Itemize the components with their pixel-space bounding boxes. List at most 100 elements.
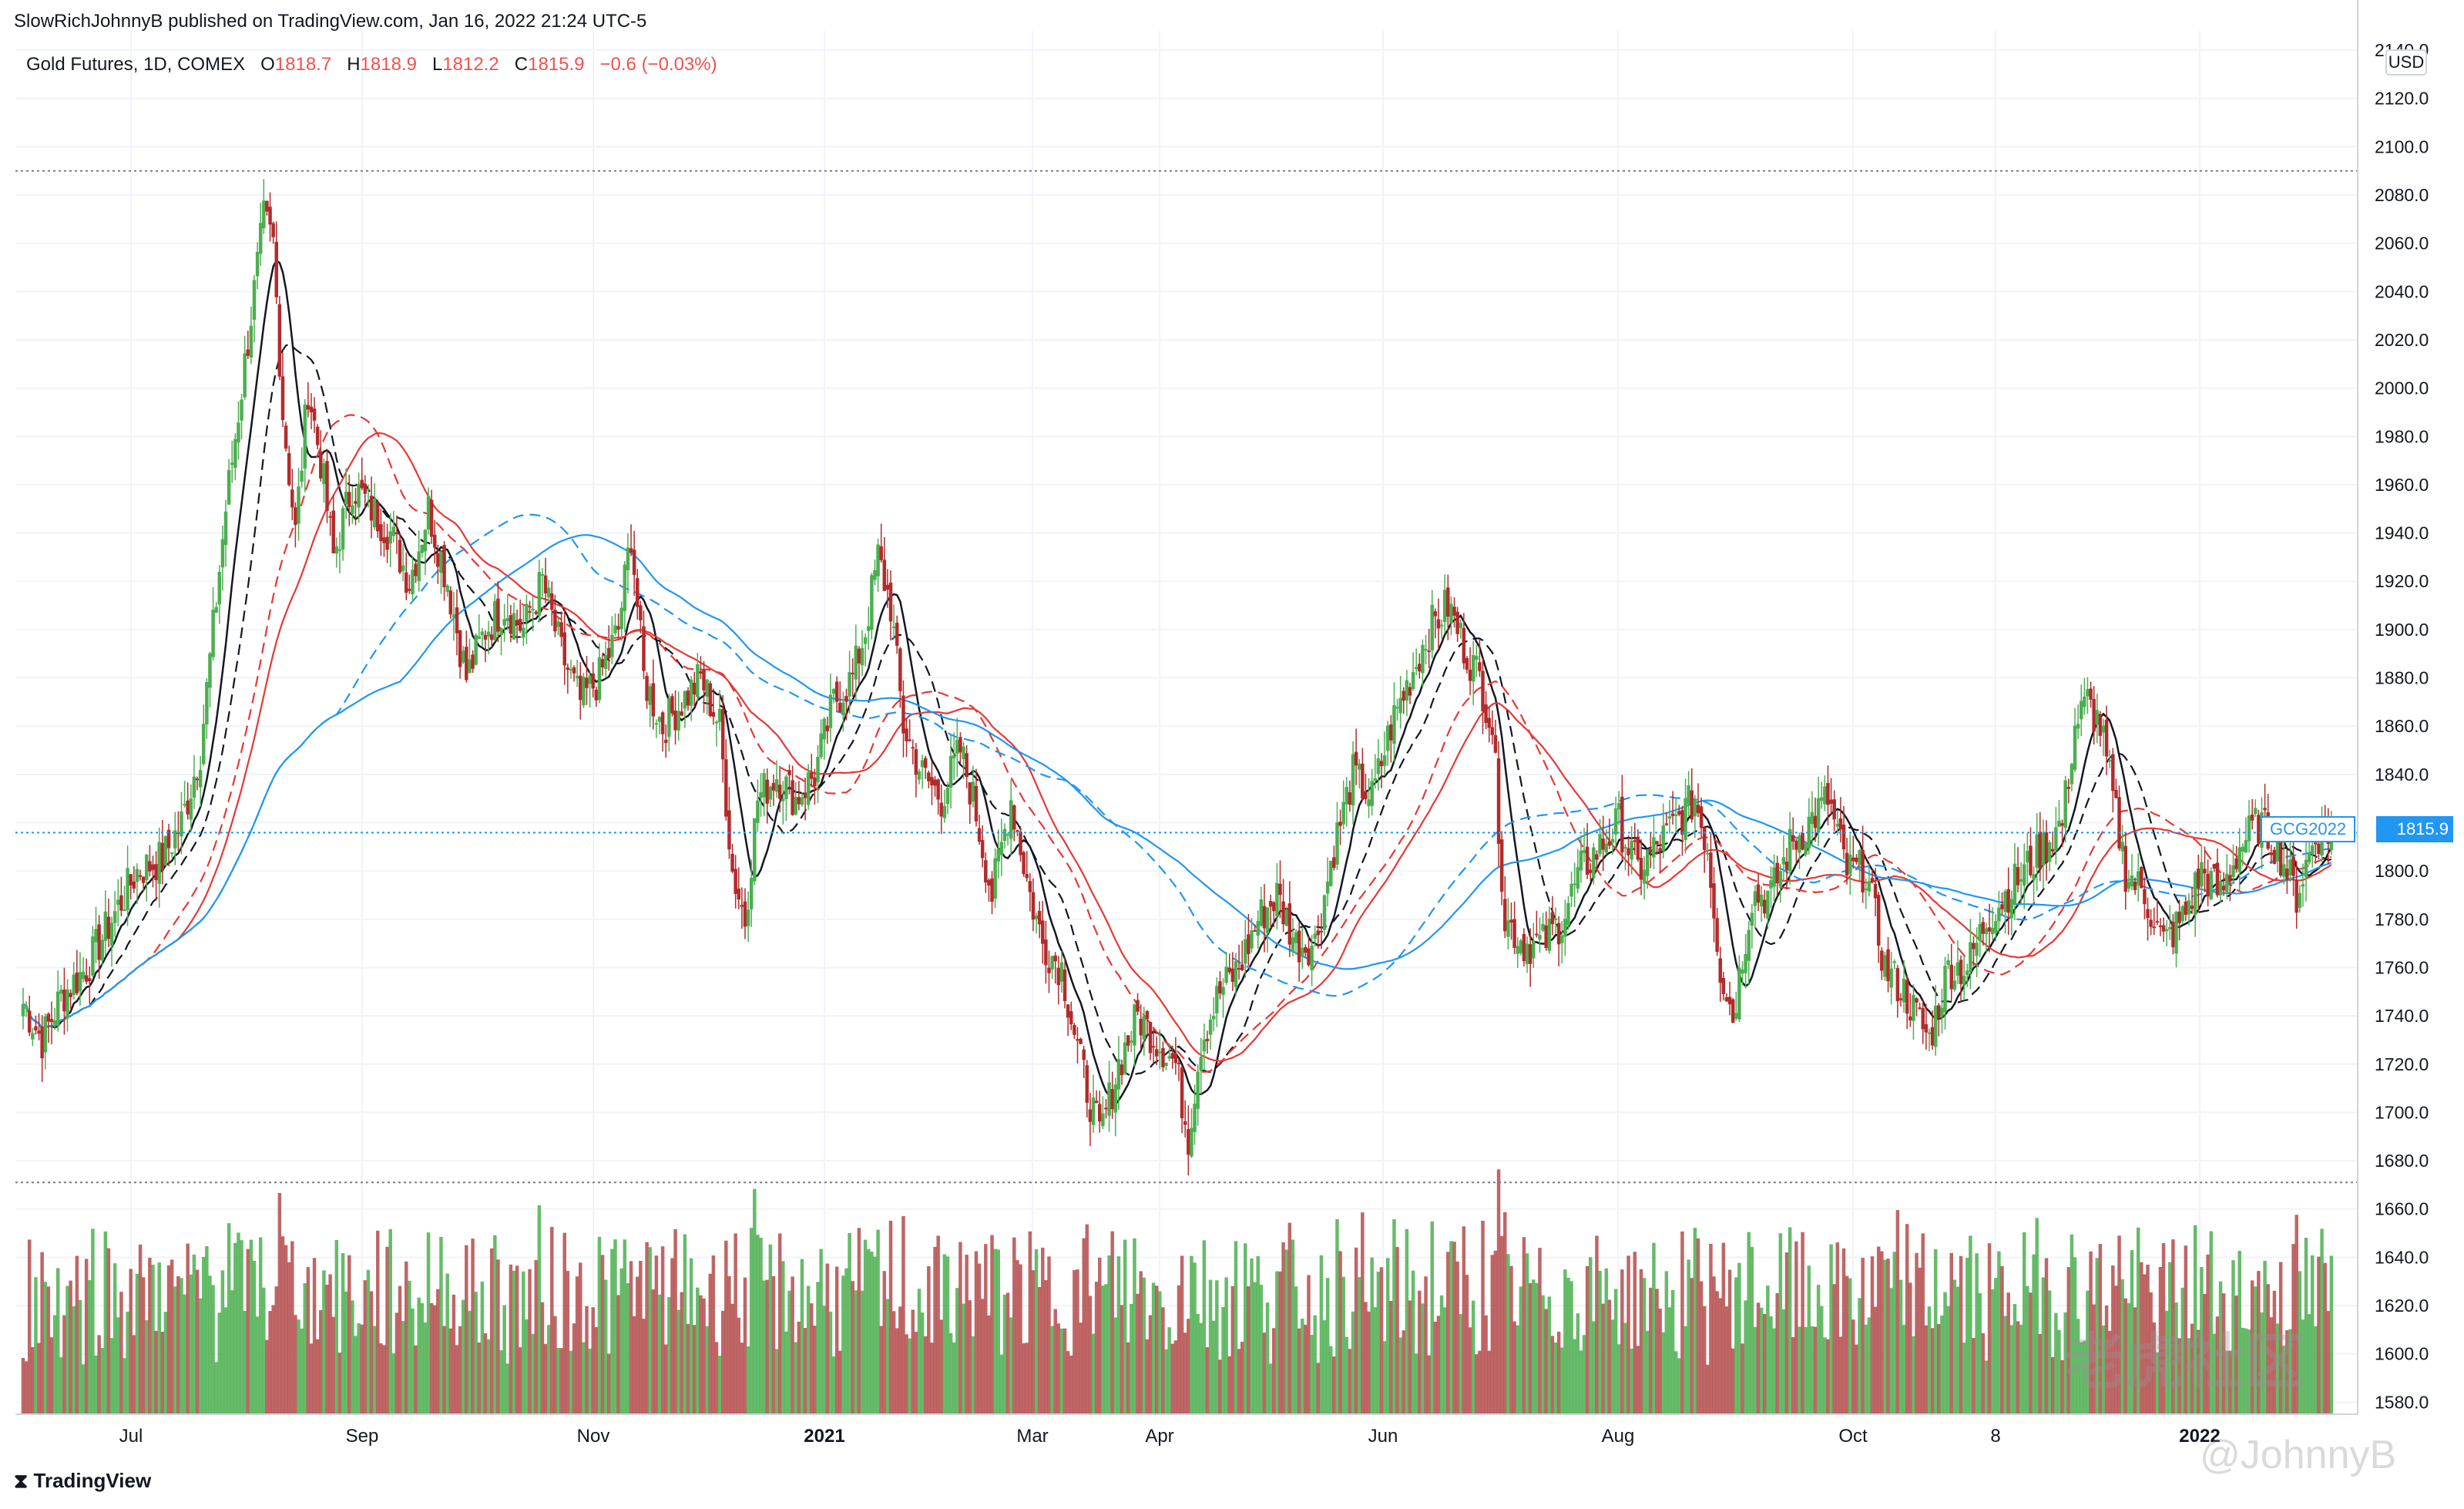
candle-body: [2107, 760, 2112, 762]
candle-body: [40, 1027, 44, 1059]
volume-bar: [81, 1364, 86, 1414]
volume-bar: [540, 1302, 545, 1414]
volume-bar: [442, 1326, 446, 1414]
volume-bar: [828, 1311, 833, 1414]
candle-body: [2298, 892, 2302, 909]
volume-bar: [217, 1312, 222, 1414]
candle-body: [1649, 849, 1653, 852]
candle-body: [474, 634, 478, 665]
volume-bar: [1905, 1224, 1909, 1414]
candle-body: [1405, 680, 1409, 701]
y-tick-label: 2000.0: [2375, 378, 2429, 398]
volume-bar: [489, 1248, 494, 1414]
volume-bar: [1082, 1238, 1086, 1414]
high-value: 1818.9: [360, 54, 417, 75]
candle-body: [180, 811, 183, 837]
candle-body: [1357, 764, 1361, 770]
candle-body: [1073, 1024, 1076, 1035]
volume-bar: [1855, 1344, 1858, 1414]
volume-bar: [414, 1345, 418, 1414]
volume-bar: [1661, 1332, 1666, 1414]
candle-body: [2197, 869, 2200, 889]
candle-body: [794, 797, 797, 815]
candle-body: [1550, 912, 1555, 925]
candle-body: [971, 781, 975, 802]
volume-bar: [119, 1292, 123, 1414]
y-tick-label: 1860.0: [2375, 716, 2429, 736]
volume-bar: [1291, 1239, 1295, 1414]
volume-bar: [2130, 1250, 2134, 1414]
candle-body: [1851, 857, 1855, 862]
candle-body: [1962, 976, 1966, 985]
y-tick-label: 2040.0: [2375, 281, 2429, 301]
candle-body: [2250, 814, 2254, 821]
volume-bar: [1424, 1276, 1428, 1414]
candle-body: [37, 1030, 41, 1034]
candle-body: [1322, 895, 1327, 930]
candle-body: [819, 733, 823, 758]
volume-bar: [277, 1192, 282, 1414]
candle-body: [1079, 1038, 1083, 1044]
volume-bar: [1994, 1278, 1998, 1414]
volume-bar: [863, 1239, 868, 1414]
volume-bar: [315, 1339, 320, 1414]
volume-bar: [1696, 1238, 1700, 1414]
candle-body: [774, 779, 779, 792]
candle-body: [1965, 970, 1969, 975]
candle-body: [1706, 852, 1710, 855]
candle-body: [217, 572, 222, 605]
volume-bar: [2006, 1292, 2010, 1414]
volume-bar: [230, 1290, 234, 1414]
candle-body: [170, 852, 174, 854]
candle-body: [496, 598, 500, 632]
volume-bar: [1826, 1339, 1830, 1414]
candle-body: [797, 797, 801, 805]
candle-body: [591, 673, 595, 689]
candle-body: [1876, 895, 1881, 946]
candle-body: [1763, 899, 1767, 914]
candle-body: [1724, 996, 1729, 1002]
candle-body: [1123, 1042, 1127, 1074]
volume-bar: [822, 1306, 826, 1414]
volume-bar: [619, 1268, 623, 1414]
volume-bar: [486, 1339, 491, 1414]
candle-body: [163, 836, 168, 865]
currency-button[interactable]: USD: [2385, 49, 2427, 76]
volume-bar: [1259, 1285, 1264, 1414]
volume-bar: [1475, 1354, 1479, 1414]
volume-bar: [1528, 1282, 1532, 1414]
volume-bar: [948, 1333, 953, 1414]
volume-bar: [1382, 1341, 1387, 1414]
tradingview-brand: TradingView: [33, 1469, 152, 1492]
volume-bar: [1937, 1324, 1941, 1414]
watermark-author: @JohnnyB: [2200, 1433, 2397, 1477]
volume-bar: [1009, 1317, 1013, 1414]
candle-body: [49, 1019, 54, 1023]
volume-bar: [2275, 1323, 2280, 1414]
candle-body: [948, 756, 953, 788]
candle-body: [75, 972, 79, 993]
volume-bar: [1610, 1319, 1615, 1414]
volume-bar: [1598, 1270, 1602, 1414]
volume-bar: [468, 1310, 472, 1414]
volume-bar: [787, 1290, 791, 1414]
volume-bar: [2301, 1319, 2305, 1414]
volume-bar: [1759, 1307, 1764, 1414]
candle-body: [2089, 688, 2093, 700]
candle-body: [1604, 843, 1609, 853]
candle-body: [1262, 906, 1267, 929]
candle-body: [243, 353, 247, 398]
volume-bar: [1639, 1269, 1643, 1414]
volume-bar: [534, 1259, 539, 1414]
volume-bar: [1522, 1237, 1526, 1414]
candle-body: [1278, 883, 1282, 896]
candle-body: [1623, 846, 1627, 849]
candle-body: [369, 496, 374, 521]
volume-bar: [1094, 1282, 1099, 1414]
volume-bar: [993, 1249, 997, 1414]
candle-body: [1867, 881, 1871, 892]
volume-bar: [1721, 1242, 1726, 1414]
tradingview-logo[interactable]: ⧗ TradingView: [14, 1469, 151, 1494]
volume-bar: [1402, 1330, 1406, 1414]
